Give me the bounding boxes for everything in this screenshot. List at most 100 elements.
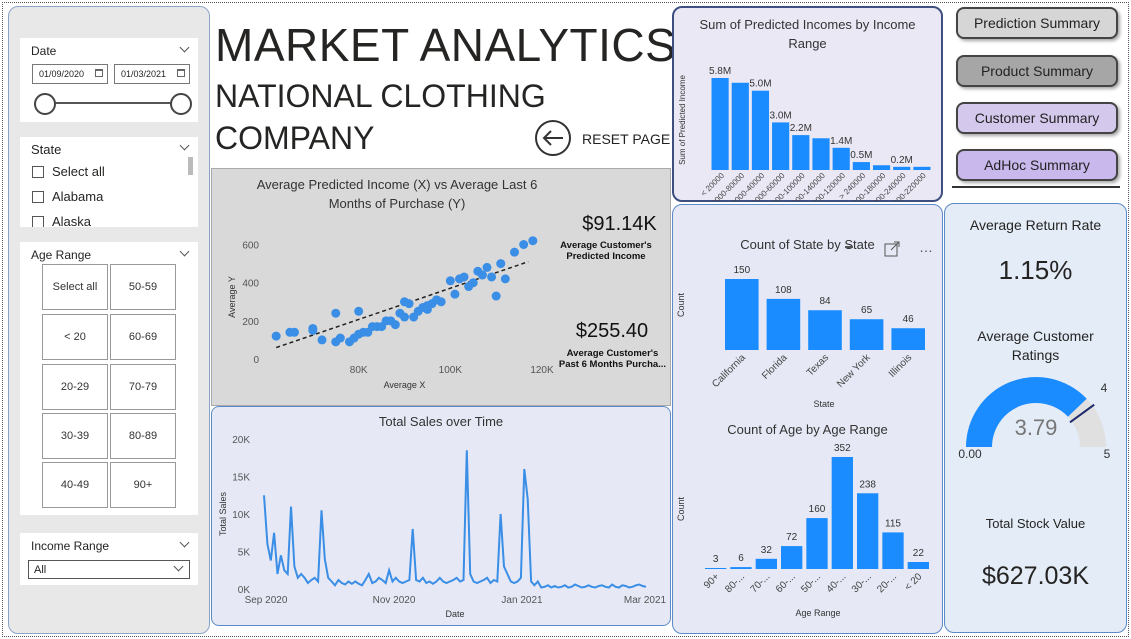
prediction-summary-button[interactable]: Prediction Summary [956,7,1118,39]
date-range-end-handle[interactable] [170,93,192,115]
age-tile[interactable]: Select all [42,264,108,310]
age-tile[interactable]: 70-79 [110,364,176,410]
state-option[interactable]: Alabama [32,189,103,204]
scatter-point [510,247,519,257]
chevron-down-icon[interactable] [179,537,190,548]
age-tile[interactable]: 90+ [110,462,176,508]
income-bar-chart[interactable]: Sum of Predicted IncomeIncome Range5.8M<… [674,8,942,201]
focus-mode-icon[interactable] [884,241,900,257]
age-tile[interactable]: 50-59 [110,264,176,310]
chevron-down-icon[interactable] [179,42,190,53]
scrollbar[interactable] [188,157,193,175]
date-slicer-title: Date [31,44,57,58]
gauge-fill [966,377,1087,447]
age-bar-chart[interactable]: Count Age Range 3 90+ 6 80-... 32 70-... 72 60-..… [673,205,944,635]
age-tile[interactable]: 60-69 [110,314,176,360]
y-tick-label: 20K [232,435,250,446]
data-label: 3 [713,554,719,565]
chevron-down-icon[interactable] [179,246,190,257]
ratings-label-line1: Average Customer [977,328,1094,344]
data-label: 65 [861,305,873,316]
age-tile[interactable]: 40-49 [42,462,108,508]
state-bar [891,328,925,350]
age-tile[interactable]: 80-89 [110,413,176,459]
income-bar [731,82,749,170]
x-tick-label: Jan 2021 [501,595,543,606]
x-axis-label: Date [445,609,464,619]
age-title: Count of Age by Age Range [727,422,888,437]
income-panel: Sum of Predicted Incomes by Income Range… [672,6,943,202]
ratings-gauge[interactable]: 3.79 0.00 5 4 [944,370,1127,470]
scatter-point [468,278,478,288]
income-bar [913,166,931,170]
income-range-slicer-title: Income Range [31,539,110,553]
age-tile[interactable]: < 20 [42,314,108,360]
y-tick-label: 0K [238,585,251,596]
scatter-title-line1: Average Predicted Income (X) vs Average … [256,177,538,192]
state-bar [766,298,801,350]
x-tick-label: 100K [439,365,463,376]
age-bar [730,567,752,569]
scatter-point [487,272,497,282]
data-label: 2.2M [790,123,812,134]
kpi-past-purchase-value: $255.40 [575,320,649,342]
calendar-icon[interactable] [95,69,103,77]
scatter-point [400,312,409,322]
y-tick-label: 15K [232,473,250,484]
age-tile[interactable]: 30-39 [42,413,108,459]
state-slicer-title: State [31,142,62,157]
sales-line [263,450,647,589]
y-axis-label: Count [676,293,686,318]
income-range-dropdown[interactable]: All [28,560,190,579]
income-bar [772,122,790,170]
reset-page-button[interactable]: RESET PAGE [534,118,674,158]
checkbox[interactable] [32,190,44,203]
calendar-icon[interactable] [177,69,185,77]
state-option[interactable]: Alaska [32,214,91,227]
x-tick-label: Nov 2020 [373,595,416,606]
x-tick-label: < 20 [903,571,925,593]
scatter-point [459,272,469,282]
scatter-point [354,306,364,316]
scatter-point [450,289,460,299]
sales-line-chart[interactable]: 0K 5K 10K 15K 20K Sep 2020 Nov 2020 Jan 2021 Mar… [212,407,672,627]
y-axis-label: Count [676,497,686,522]
scatter-point [290,327,299,337]
checkbox[interactable] [32,165,44,178]
x-tick-label: 60-... [774,571,798,595]
page-title: MARKET ANALYTICS [215,19,677,71]
date-start-value: 01/09/2020 [39,69,85,79]
date-end-input[interactable]: 01/03/2021 [114,64,190,84]
scatter-chart[interactable]: 0 200 400 600 80K 100K 120K Average X Average Y [212,169,672,407]
data-label: 84 [819,296,831,307]
sales-title: Total Sales over Time [378,414,504,429]
scatter-point [317,335,327,345]
product-summary-button[interactable]: Product Summary [956,55,1118,87]
scatter-point [482,262,492,272]
state-bar-chart[interactable]: CountState150California108Florida84Texas… [673,205,944,415]
filter-icon[interactable] [845,246,853,248]
date-start-input[interactable]: 01/09/2020 [32,64,108,84]
scatter-title: Average Predicted Income (X) vs Average … [212,175,582,213]
checkbox[interactable] [32,215,44,227]
arrow-left-icon[interactable] [534,118,574,158]
age-tile[interactable]: 20-29 [42,364,108,410]
scatter-point [519,240,529,250]
scatter-point [528,236,538,246]
state-option[interactable]: Select all [32,164,105,179]
scatter-point [331,308,341,318]
income-range-slicer: Income Range All [20,533,198,585]
adhoc-summary-button[interactable]: AdHoc Summary [956,149,1118,181]
scatter-title-line2: Months of Purchase (Y) [328,196,466,211]
data-label: 5.8M [709,66,731,77]
income-bar [711,78,729,170]
age-bar [831,457,853,569]
ratings-label: Average Customer Ratings [944,327,1127,365]
date-range-start-handle[interactable] [34,93,56,115]
more-options-icon[interactable]: … [919,239,933,255]
gauge-target-label: 4 [1101,381,1108,395]
chevron-down-icon[interactable] [179,140,190,151]
chevron-down-icon[interactable] [173,561,184,572]
date-slicer: Date 01/09/2020 01/03/2021 [20,38,198,122]
customer-summary-button[interactable]: Customer Summary [956,102,1118,134]
